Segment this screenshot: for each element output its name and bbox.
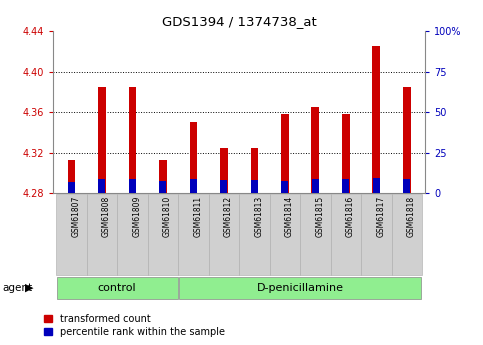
Text: D-penicillamine: D-penicillamine	[256, 283, 343, 293]
Bar	[373, 178, 380, 193]
Bar	[251, 148, 258, 193]
Bar	[403, 179, 410, 193]
Title: GDS1394 / 1374738_at: GDS1394 / 1374738_at	[162, 16, 316, 29]
Bar	[159, 160, 167, 193]
Text: agent: agent	[2, 283, 32, 293]
Text: GSM61807: GSM61807	[71, 196, 81, 237]
Bar	[251, 180, 258, 193]
Bar	[68, 182, 75, 193]
Bar	[220, 148, 227, 193]
Text: control: control	[98, 283, 137, 293]
Bar	[342, 114, 350, 193]
Bar	[220, 180, 227, 193]
Text: GSM61809: GSM61809	[132, 196, 142, 237]
Bar	[342, 179, 349, 193]
Text: ▶: ▶	[25, 283, 34, 293]
Bar	[98, 87, 106, 193]
Bar	[281, 114, 289, 193]
Bar	[403, 87, 411, 193]
Bar	[129, 179, 136, 193]
Text: GSM61813: GSM61813	[255, 196, 263, 237]
Text: GSM61816: GSM61816	[346, 196, 355, 237]
Text: GSM61818: GSM61818	[407, 196, 416, 237]
Bar	[190, 179, 197, 193]
Bar	[68, 160, 75, 193]
Bar	[189, 122, 197, 193]
Bar	[372, 46, 380, 193]
Bar	[282, 181, 288, 193]
Text: GSM61817: GSM61817	[376, 196, 385, 237]
Text: GSM61808: GSM61808	[102, 196, 111, 237]
Text: GSM61814: GSM61814	[285, 196, 294, 237]
Bar	[312, 179, 319, 193]
Text: GSM61811: GSM61811	[193, 196, 202, 237]
Text: GSM61812: GSM61812	[224, 196, 233, 237]
Text: GSM61815: GSM61815	[315, 196, 324, 237]
Bar	[159, 181, 166, 193]
Bar	[99, 179, 105, 193]
Bar	[128, 87, 136, 193]
Legend: transformed count, percentile rank within the sample: transformed count, percentile rank withi…	[43, 314, 225, 337]
Text: GSM61810: GSM61810	[163, 196, 172, 237]
Bar	[312, 107, 319, 193]
